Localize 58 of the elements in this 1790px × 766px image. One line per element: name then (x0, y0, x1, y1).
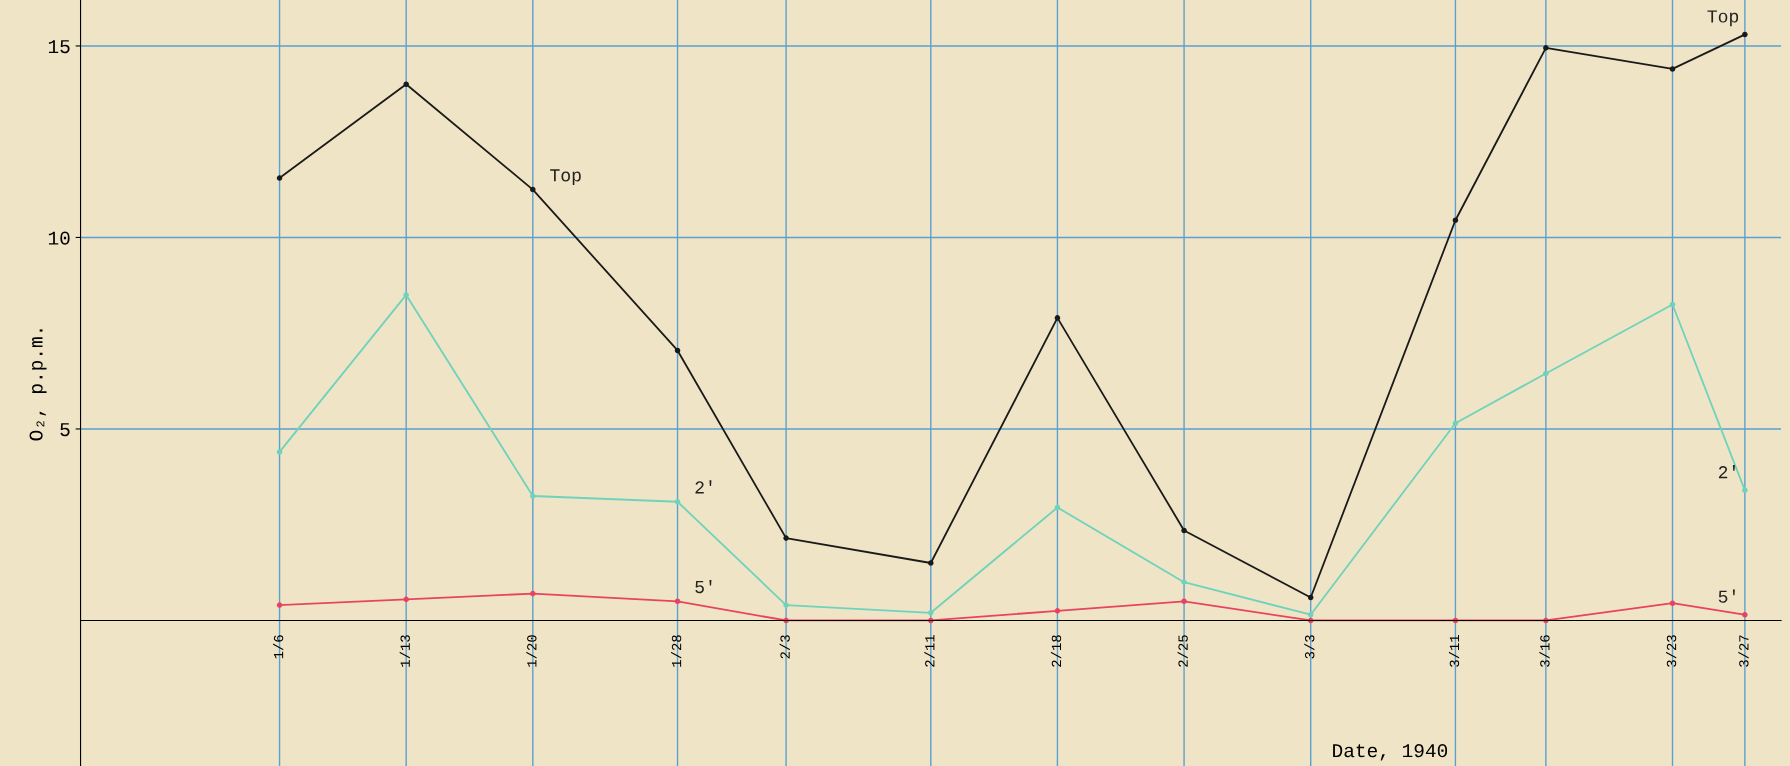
point (1543, 370, 1549, 377)
point (1452, 217, 1459, 224)
x-tick-label: 3/23 (1666, 635, 1677, 667)
annotation: 2' (695, 480, 712, 494)
point (403, 596, 409, 603)
point (928, 560, 934, 566)
series-label: Top (1707, 10, 1739, 27)
point (530, 186, 536, 193)
point (1307, 611, 1314, 618)
point (1742, 611, 1748, 618)
point (674, 347, 681, 354)
point (1669, 301, 1676, 308)
x-tick-label: 1/28 (671, 635, 682, 667)
point (1181, 527, 1187, 534)
x-tick-label: 1/6 (273, 635, 284, 659)
annotation: 5' (695, 579, 712, 594)
point (1452, 420, 1459, 426)
x-tick-label: 1/13 (399, 635, 410, 667)
x-tick-label: 1/20 (526, 635, 537, 667)
y-axis-title: O₂, p.p.m. (29, 329, 47, 441)
point (1054, 608, 1061, 614)
point (1054, 315, 1061, 321)
point (530, 590, 536, 597)
x-tick-label: 3/16 (1539, 635, 1550, 667)
y-tick-label: 15 (48, 40, 70, 54)
x-tick-label: 2/11 (924, 635, 935, 667)
point (276, 449, 283, 455)
series-label: 5' (1718, 589, 1735, 603)
x-tick-label: 2/3 (779, 635, 790, 659)
point (1181, 579, 1187, 585)
x-tick-label: 2/18 (1050, 635, 1062, 667)
point (530, 493, 536, 499)
point (403, 292, 409, 298)
point (1669, 66, 1676, 72)
point (276, 602, 283, 608)
x-tick-label: 3/11 (1448, 635, 1460, 667)
point (928, 610, 934, 616)
point (403, 81, 409, 88)
point (674, 498, 681, 505)
y-tick-label: 10 (48, 231, 70, 245)
point (674, 598, 681, 605)
point (1307, 594, 1314, 601)
annotation: Top (550, 169, 581, 185)
point (1669, 600, 1676, 607)
point (783, 602, 789, 608)
x-tick-label: 2/25 (1177, 635, 1188, 667)
point (1054, 504, 1061, 511)
point (783, 535, 789, 541)
y-tick-label: 5 (60, 423, 70, 437)
point (276, 175, 283, 181)
point (1181, 598, 1187, 605)
point (1742, 487, 1748, 494)
series-label: 2' (1718, 465, 1735, 479)
x-tick-label: 3/27 (1738, 635, 1749, 667)
point (1543, 45, 1549, 51)
x-tick-label: 3/3 (1304, 635, 1315, 659)
point (1742, 31, 1748, 38)
x-axis-title: Date, 1940 (1333, 744, 1448, 761)
